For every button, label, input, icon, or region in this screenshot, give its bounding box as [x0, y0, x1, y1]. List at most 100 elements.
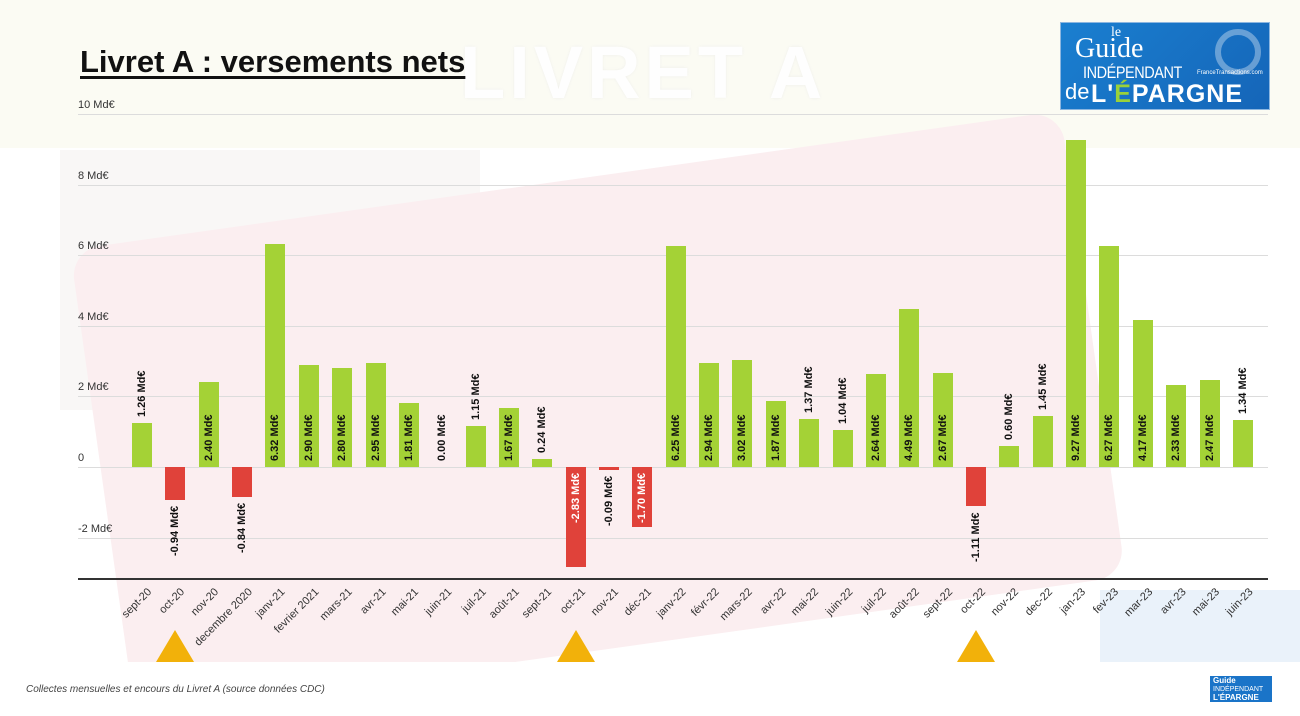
x-tick-label: mai-22: [789, 586, 822, 619]
logo-epargne: L'ÉPARGNE: [1091, 80, 1243, 109]
footer-logo-epargne-post: PARGNE: [1225, 693, 1259, 702]
x-tick-label: août-21: [486, 586, 522, 621]
bar-value-label: -1.70 Md€: [636, 472, 649, 523]
bar[interactable]: [532, 458, 553, 467]
gridline: [78, 114, 1268, 115]
bar[interactable]: [632, 467, 653, 527]
triangle-marker-icon: [556, 630, 595, 662]
logo-epargne-post: PARGNE: [1131, 80, 1244, 108]
gridline: [78, 537, 1268, 539]
bar-value-label: 4.49 Md€: [903, 414, 916, 461]
footer-logo-epargne-accent: É: [1219, 693, 1226, 702]
logo-epargne-accent: É: [1114, 80, 1132, 108]
bar-value-label: 4.17 Md€: [1136, 414, 1149, 461]
bar[interactable]: [732, 360, 753, 467]
bar[interactable]: [966, 467, 986, 507]
gridline: [78, 467, 1268, 468]
bar[interactable]: [1199, 379, 1220, 467]
bar-value-label: 2.67 Md€: [936, 414, 949, 461]
x-tick-label: sept-21: [520, 586, 555, 621]
bar[interactable]: [899, 308, 920, 467]
bar[interactable]: [1166, 384, 1187, 467]
bar[interactable]: [932, 372, 953, 467]
logo-de: de: [1065, 79, 1090, 104]
bar-value-label: 6.27 Md€: [1103, 414, 1116, 461]
logo-epargne-pre: L': [1091, 80, 1115, 108]
bar[interactable]: [1032, 415, 1053, 467]
bar[interactable]: [799, 418, 820, 467]
bar[interactable]: [498, 408, 519, 467]
chart-title: Livret A : versements nets: [80, 44, 466, 79]
x-tick-label: jan-23: [1058, 586, 1089, 617]
bar[interactable]: [699, 363, 720, 467]
bar[interactable]: [398, 403, 419, 467]
y-tick-label: 4 Md€: [78, 310, 109, 323]
x-tick-label: sept-20: [119, 586, 155, 621]
bar-value-label: -2.83 Md€: [569, 472, 582, 523]
bar-value-label: -0.84 Md€: [236, 502, 249, 553]
x-tick-label: juin-21: [422, 586, 455, 618]
bar[interactable]: [832, 430, 853, 467]
bar-value-label: 0.60 Md€: [1003, 393, 1016, 440]
x-tick-label: juil-22: [859, 586, 889, 616]
bar-value-label: 1.81 Md€: [402, 414, 415, 461]
bar-value-label: -0.94 Md€: [169, 506, 182, 557]
x-tick-label: mai-23: [1189, 586, 1222, 619]
x-tick-label: sept-22: [920, 586, 955, 621]
footnote: Collectes mensuelles et encours du Livre…: [26, 684, 325, 695]
bar[interactable]: [599, 467, 620, 471]
bar-value-label: 1.26 Md€: [136, 370, 148, 417]
bar[interactable]: [999, 445, 1020, 467]
y-tick-label: 2 Md€: [78, 381, 109, 394]
bar-value-label: 2.64 Md€: [869, 414, 882, 461]
triangle-marker-icon: [957, 630, 995, 662]
bar[interactable]: [332, 368, 353, 467]
bar[interactable]: [198, 382, 219, 467]
bar-value-label: 1.04 Md€: [836, 377, 849, 425]
footer-logo-independant: INDÉPENDANT: [1213, 686, 1264, 693]
bar[interactable]: [298, 364, 319, 467]
footer-logo-guide: Guide: [1213, 676, 1236, 685]
x-axis-line: [78, 578, 1268, 580]
bar[interactable]: [365, 362, 386, 467]
bar[interactable]: [565, 467, 586, 567]
bar-value-label: 1.45 Md€: [1036, 363, 1049, 410]
bar[interactable]: [265, 243, 286, 467]
bar[interactable]: [165, 467, 186, 501]
bar[interactable]: [1099, 245, 1120, 467]
footer-logo-epargne-pre: L': [1213, 693, 1220, 702]
x-tick-label: avr-22: [757, 586, 789, 617]
x-tick-label: avr-23: [1158, 586, 1189, 617]
footer-logo: Guide INDÉPENDANT L'ÉPARGNE: [1210, 676, 1272, 702]
bar[interactable]: [465, 426, 486, 467]
x-tick-label: mars-21: [317, 586, 355, 624]
watermark-title: LIVRET A: [460, 31, 827, 114]
logo-ring-icon: [1215, 29, 1261, 75]
bar[interactable]: [665, 246, 686, 467]
y-tick-label: 10 Md€: [78, 99, 115, 111]
bar-value-label: 6.32 Md€: [269, 414, 282, 461]
y-tick-label: -2 Md€: [78, 522, 113, 535]
bar[interactable]: [1066, 139, 1087, 467]
x-tick-label: mar-23: [1122, 586, 1156, 620]
bar-value-label: -0.09 Md€: [603, 476, 616, 527]
bar[interactable]: [232, 467, 253, 497]
bar[interactable]: [1132, 319, 1153, 467]
logo-independant: INDÉPENDANT: [1083, 63, 1182, 82]
x-tick-label: oct-21: [557, 586, 588, 617]
x-tick-label: oct-22: [957, 586, 989, 617]
bar-value-label: 0.00 Md€: [436, 414, 449, 461]
logo-le: le: [1111, 25, 1122, 40]
bar-value-label: 3.02 Md€: [736, 414, 749, 461]
bar[interactable]: [765, 400, 786, 467]
bar[interactable]: [132, 422, 152, 467]
bar-value-label: 0.24 Md€: [536, 406, 549, 453]
y-tick-label: 6 Md€: [78, 240, 109, 253]
x-tick-label: nov-22: [989, 586, 1022, 619]
bar-value-label: 1.37 Md€: [803, 366, 816, 413]
bar[interactable]: [1232, 419, 1253, 467]
triangle-marker-icon: [156, 630, 195, 662]
bar-value-label: 2.47 Md€: [1203, 414, 1216, 461]
bar[interactable]: [865, 373, 886, 467]
bar-value-label: 2.95 Md€: [369, 414, 382, 461]
